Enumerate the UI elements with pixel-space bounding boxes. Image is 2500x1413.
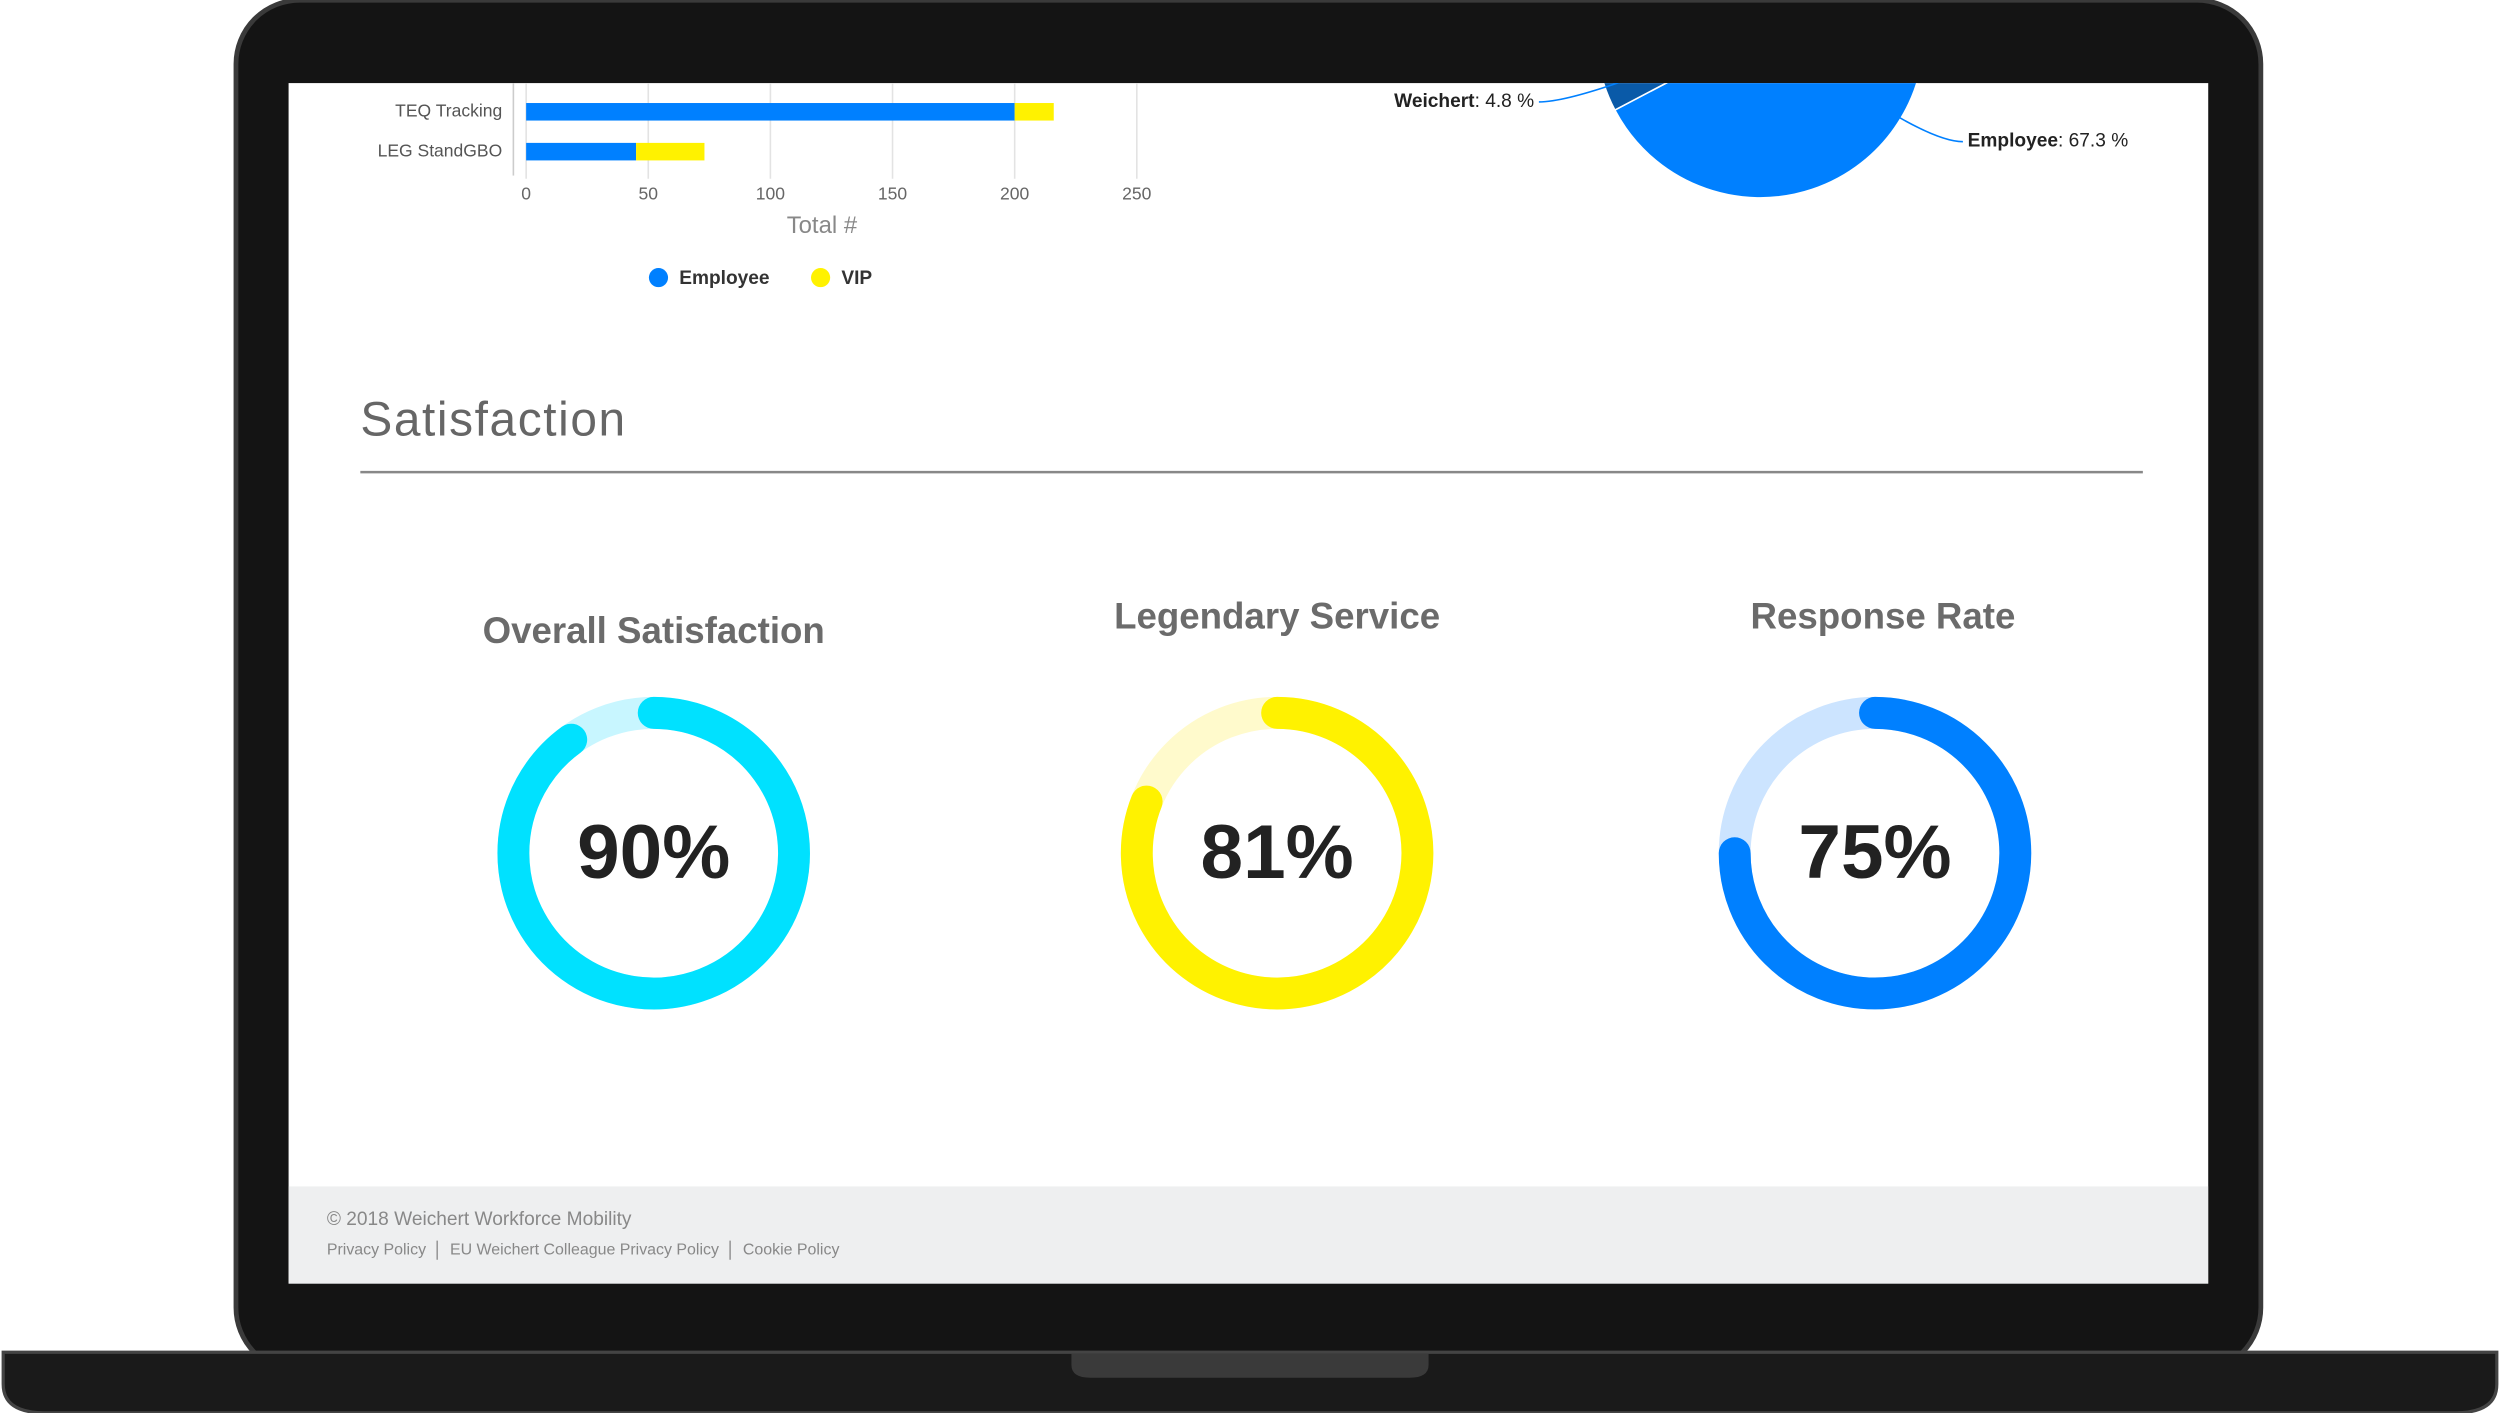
laptop-notch	[1071, 1353, 1429, 1378]
section-title: Satisfaction	[360, 393, 626, 446]
x-tick-label: 200	[1000, 183, 1029, 203]
pie-category: Employee	[1968, 131, 2058, 152]
y-tick-label: TEQ Tracking	[395, 100, 502, 120]
legend-label: Employee	[679, 268, 769, 289]
gauge-value: 90%	[577, 810, 730, 895]
content: Satisfaction © 2018 Weichert Workforce M…	[288, 83, 2209, 1284]
footer-link[interactable]: EU Weichert Colleague Privacy Policy	[450, 1241, 719, 1258]
x-tick-label: 150	[878, 183, 907, 203]
gauge-title: Overall Satisfaction	[483, 610, 825, 651]
pie-value: : 67.3 %	[2058, 131, 2128, 152]
bar	[526, 103, 1015, 121]
x-axis-label: Total #	[787, 212, 858, 239]
screen	[288, 83, 2209, 1284]
legend-swatch	[811, 268, 831, 288]
footer-link[interactable]: Privacy Policy	[327, 1241, 426, 1258]
gauge-arc	[497, 696, 810, 1010]
x-tick-label: 50	[639, 183, 659, 203]
copyright: © 2018 Weichert Workforce Mobility	[327, 1209, 632, 1230]
bar	[636, 142, 705, 161]
pie-value: : 4.8 %	[1475, 91, 1535, 112]
gauge-title: Response Rate	[1751, 595, 2016, 636]
gauge-arc	[1718, 696, 2032, 1010]
legend-swatch	[648, 268, 669, 288]
leader-line	[1538, 83, 1620, 103]
legend-label: VIP	[841, 268, 872, 289]
gauge-title: Legendary Service	[1114, 595, 1440, 636]
gauge-value: 75%	[1798, 810, 1951, 895]
x-tick-label: 0	[521, 183, 531, 203]
bar	[526, 142, 637, 161]
x-tick-label: 100	[756, 183, 785, 203]
leader-line	[1886, 109, 1963, 143]
gauge-value: 81%	[1201, 810, 1354, 895]
pie-label: Employee: 67.3 %	[1968, 131, 2129, 152]
footer-link[interactable]: Cookie Policy	[743, 1241, 840, 1258]
gauge-arc	[1120, 696, 1434, 1010]
pie-category: Weichert	[1394, 91, 1475, 112]
pie-label: Weichert: 4.8 %	[1394, 91, 1534, 112]
footer	[288, 1186, 2209, 1284]
x-tick-label: 250	[1122, 183, 1151, 203]
y-tick-label: LEG StandGBO	[378, 140, 503, 160]
bar	[1014, 103, 1054, 121]
